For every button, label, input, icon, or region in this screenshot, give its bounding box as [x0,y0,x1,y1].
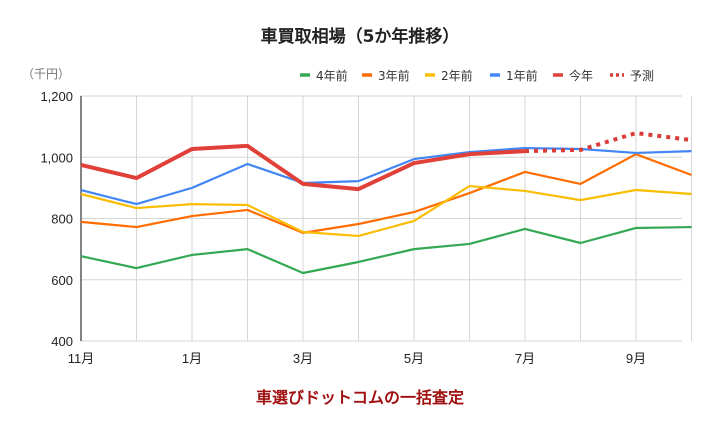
y-tick-label: 400 [51,334,73,349]
legend-label: 4年前 [316,68,348,83]
legend-label: 3年前 [378,68,410,83]
series-line-4年前 [80,225,692,275]
x-tick-label: 3月 [293,351,313,366]
series-line-今年 [80,143,526,192]
y-axis-unit: （千円） [22,67,70,81]
legend-label: 今年 [569,68,593,83]
y-tick-label: 600 [51,273,73,288]
footer-link[interactable]: 車選びドットコムの一括査定 [255,388,464,407]
x-tick-label: 9月 [626,351,646,366]
legend-label: 1年前 [506,68,538,83]
legend-label: 予測 [630,69,654,83]
series-line-2年前 [80,184,692,238]
x-tick-label: 7月 [515,351,535,366]
chart-title: 車買取相場（5か年推移） [260,27,460,47]
x-tick-label: 1月 [182,351,202,366]
x-tick-label: 11月 [68,351,95,366]
y-tick-label: 1,200 [40,89,73,104]
series-line-予測 [524,131,692,154]
series-line-1年前 [80,146,692,206]
x-tick-label: 5月 [404,351,424,366]
y-tick-label: 1,000 [40,150,73,165]
series-line-3年前 [80,153,692,234]
y-tick-label: 800 [51,212,73,227]
legend-label: 2年前 [441,68,473,83]
